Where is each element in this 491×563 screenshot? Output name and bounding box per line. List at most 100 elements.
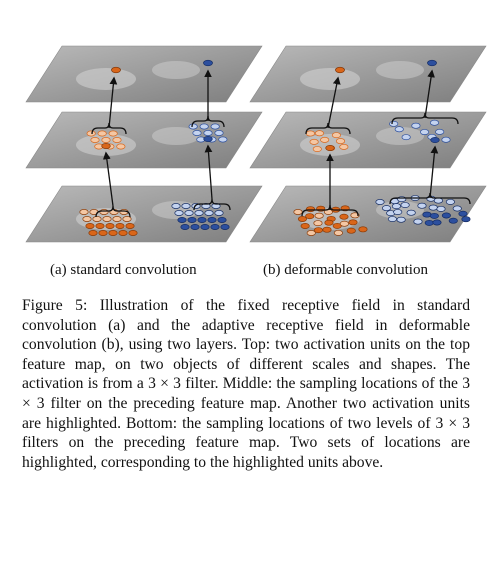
bottom-sampling-point-blue bbox=[393, 209, 403, 215]
bottom-sampling-point-blue bbox=[375, 199, 385, 205]
bottom-sampling-point-blue bbox=[214, 210, 224, 216]
middle-sampling-point-blue bbox=[401, 134, 411, 141]
bottom-sampling-point-blue bbox=[417, 202, 427, 209]
middle-sampling-point-blue bbox=[420, 129, 430, 136]
bottom-sampling-point-orange bbox=[122, 216, 132, 222]
bottom-sampling-point-orange bbox=[108, 230, 118, 236]
bottom-sampling-point-blue bbox=[445, 198, 455, 205]
bottom-sampling-point-orange bbox=[322, 226, 332, 233]
feature-map-plane-3 bbox=[249, 185, 487, 243]
middle-sampling-point-orange bbox=[101, 137, 111, 143]
middle-sampling-point-blue bbox=[210, 123, 220, 130]
bottom-sampling-point-blue bbox=[180, 224, 190, 230]
small-animal-silhouette bbox=[376, 127, 424, 145]
bottom-sampling-point-blue bbox=[207, 217, 217, 223]
bottom-sampling-point-orange bbox=[128, 230, 138, 236]
bottom-sampling-point-blue bbox=[184, 210, 194, 216]
bottom-sampling-point-blue bbox=[448, 217, 458, 224]
bottom-sampling-point-blue bbox=[177, 217, 187, 223]
large-animal-silhouette bbox=[300, 68, 360, 90]
middle-sampling-point-blue bbox=[218, 136, 228, 143]
bottom-sampling-point-orange bbox=[79, 209, 89, 215]
small-animal-silhouette bbox=[376, 61, 424, 79]
arrow-middle-to-top-orange bbox=[327, 76, 341, 129]
top-activation-unit-orange bbox=[111, 66, 121, 74]
bottom-sampling-point-blue bbox=[381, 205, 392, 212]
bottom-sampling-point-blue bbox=[441, 212, 451, 219]
middle-sampling-point-orange bbox=[86, 130, 96, 137]
middle-sampling-point-blue bbox=[214, 130, 224, 136]
middle-sampling-point-orange bbox=[309, 138, 319, 145]
bottom-sampling-point-blue bbox=[406, 209, 416, 216]
bottom-sampling-point-blue bbox=[197, 217, 207, 223]
arrow-bottom-to-middle-blue bbox=[429, 145, 439, 199]
bottom-sampling-point-orange bbox=[92, 216, 102, 222]
caption-text: Illustration of the fixed receptive fiel… bbox=[22, 297, 471, 471]
bottom-sampling-point-orange bbox=[88, 230, 98, 236]
middle-sampling-point-orange bbox=[320, 136, 330, 143]
top-activation-unit-orange bbox=[335, 66, 345, 74]
bottom-sampling-point-blue bbox=[413, 218, 423, 225]
subcaption-deformable-convolution: (b) deformable convolution bbox=[263, 262, 428, 278]
middle-sampling-point-blue bbox=[199, 123, 209, 130]
bottom-sampling-point-blue bbox=[217, 217, 227, 223]
middle-brace-orange bbox=[305, 122, 351, 135]
figure-5-illustration bbox=[25, 45, 487, 243]
middle-sampling-point-blue bbox=[429, 119, 440, 126]
bottom-sampling-point-orange bbox=[105, 223, 115, 229]
bottom-sampling-point-orange bbox=[115, 223, 125, 229]
bottom-sampling-point-orange bbox=[112, 216, 122, 222]
bottom-sampling-point-blue bbox=[458, 210, 468, 217]
bottom-sampling-point-orange bbox=[350, 212, 360, 219]
caption-label: Figure 5: bbox=[22, 297, 88, 314]
middle-sampling-point-orange bbox=[116, 143, 126, 150]
middle-sampling-point-orange bbox=[112, 137, 122, 143]
large-animal-silhouette bbox=[76, 68, 136, 90]
small-animal-silhouette bbox=[152, 127, 200, 145]
panel-deformable-convolution bbox=[249, 45, 487, 243]
feature-map-plane-2 bbox=[249, 111, 487, 169]
bottom-sampling-point-orange bbox=[85, 223, 95, 229]
middle-sampling-point-blue bbox=[188, 123, 198, 130]
bottom-sampling-point-blue bbox=[204, 210, 214, 216]
middle-sampling-point-blue bbox=[192, 130, 202, 136]
bottom-sampling-point-blue bbox=[200, 224, 210, 230]
middle-sampling-point-orange bbox=[335, 138, 346, 145]
middle-sampling-point-orange bbox=[305, 130, 315, 137]
bottom-sampling-point-blue bbox=[400, 202, 410, 208]
middle-sampling-point-blue bbox=[394, 126, 404, 133]
bottom-sampling-point-orange bbox=[333, 229, 343, 236]
bottom-sampling-point-orange bbox=[293, 209, 303, 215]
bottom-sampling-point-orange bbox=[348, 219, 358, 226]
middle-highlighted-unit-orange bbox=[101, 142, 111, 150]
middle-highlighted-unit-orange bbox=[325, 144, 335, 152]
bottom-sampling-point-orange bbox=[300, 223, 310, 229]
middle-sampling-point-orange bbox=[314, 130, 325, 137]
bottom-sampling-point-blue bbox=[433, 197, 443, 204]
bottom-sampling-point-orange bbox=[98, 230, 108, 236]
bottom-sampling-point-blue bbox=[190, 224, 200, 230]
middle-highlighted-unit-blue bbox=[430, 136, 440, 144]
top-activation-unit-blue bbox=[427, 59, 437, 67]
middle-sampling-point-blue bbox=[435, 128, 445, 135]
bottom-sampling-point-blue bbox=[461, 216, 471, 223]
middle-sampling-point-blue bbox=[389, 120, 399, 127]
feature-map-plane-1 bbox=[249, 45, 487, 103]
middle-sampling-point-orange bbox=[339, 143, 349, 150]
bottom-sampling-point-orange bbox=[324, 219, 334, 226]
middle-sampling-point-orange bbox=[312, 146, 322, 152]
bottom-sampling-point-orange bbox=[125, 223, 135, 229]
bottom-sampling-point-blue bbox=[396, 216, 406, 223]
arrow-middle-to-top-blue bbox=[424, 69, 435, 119]
bottom-sampling-point-blue bbox=[428, 204, 438, 211]
bottom-sampling-point-blue bbox=[220, 224, 230, 230]
arrow-bottom-to-middle-blue bbox=[204, 144, 213, 200]
bottom-sampling-point-blue bbox=[397, 196, 407, 203]
middle-sampling-point-orange bbox=[90, 137, 100, 143]
bottom-sampling-point-orange bbox=[339, 220, 349, 227]
bottom-sampling-point-orange bbox=[297, 216, 307, 222]
top-activation-unit-blue bbox=[203, 59, 213, 67]
bottom-sampling-point-blue bbox=[452, 205, 462, 212]
bottom-sampling-point-orange bbox=[82, 216, 92, 222]
bottom-sampling-point-blue bbox=[429, 212, 439, 219]
